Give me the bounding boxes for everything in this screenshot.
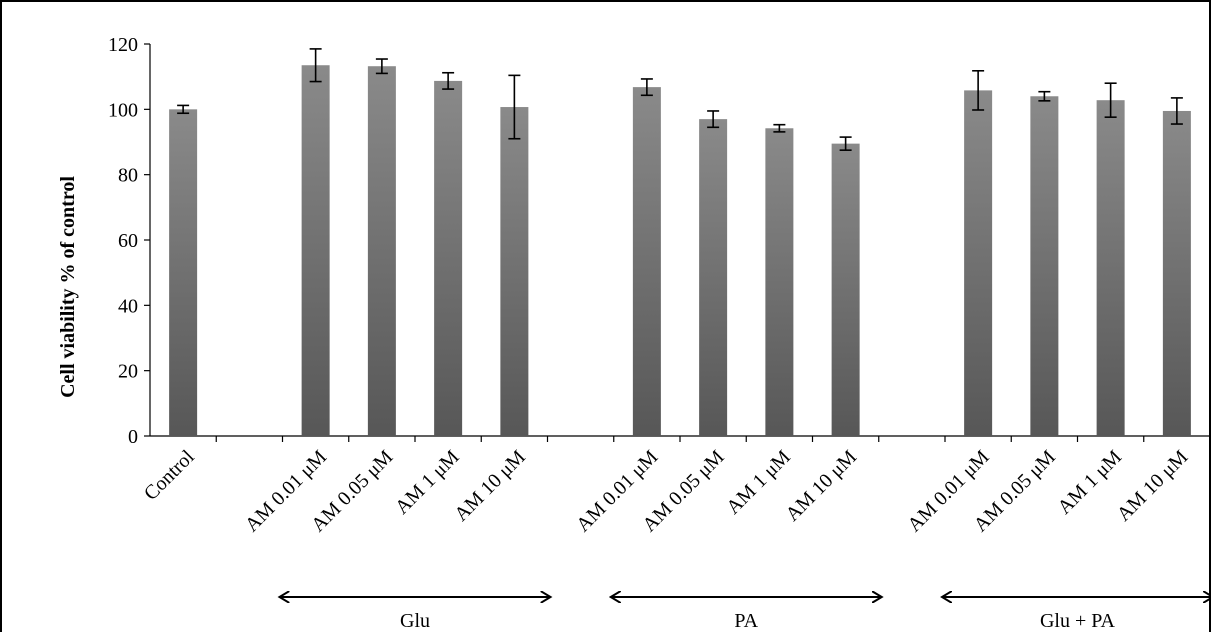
y-tick-labels: 0 20 40 60 80 100 120 (108, 34, 138, 448)
group-annotations: Glu PA Glu + PA (280, 597, 1211, 632)
y-axis-label: Cell viability % of control (57, 176, 79, 398)
bars (169, 65, 1191, 436)
x-tick-label: Control (140, 446, 199, 505)
y-tick-label: 40 (118, 295, 138, 317)
y-tick-label: 60 (118, 230, 138, 252)
y-tick-label: 80 (118, 165, 138, 187)
y-tick-label: 0 (128, 426, 138, 448)
bar (1097, 100, 1125, 436)
y-tick-label: 100 (108, 99, 138, 121)
bar (434, 81, 462, 436)
bar (368, 66, 396, 436)
bar (1163, 111, 1191, 436)
bar (832, 144, 860, 436)
bar (633, 87, 661, 436)
bar (964, 90, 992, 436)
x-tick-label: AM 10 μM (450, 446, 530, 526)
x-tick-label: AM 10 μM (1113, 446, 1193, 526)
bar (699, 119, 727, 436)
group-label: PA (734, 610, 758, 632)
y-tick-label: 20 (118, 361, 138, 383)
group-annotation: PA (611, 597, 882, 632)
group-annotation: Glu + PA (942, 597, 1211, 632)
y-tick-label: 120 (108, 34, 138, 56)
bar (169, 109, 197, 436)
bar (1030, 96, 1058, 436)
group-label: Glu + PA (1040, 610, 1116, 632)
group-annotation: Glu (280, 597, 551, 632)
bar (500, 107, 528, 436)
bar (765, 128, 793, 436)
group-label: Glu (400, 610, 430, 632)
x-tick-label: AM 10 μM (781, 446, 861, 526)
bar (302, 65, 330, 436)
